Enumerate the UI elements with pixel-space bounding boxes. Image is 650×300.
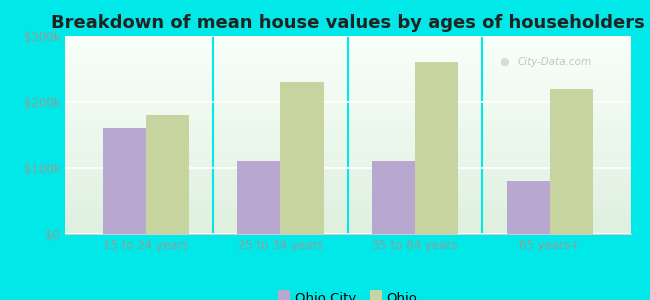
Bar [146,115,189,234]
Bar [415,62,458,234]
Bar [550,89,593,234]
Bar [237,161,280,234]
Bar [372,161,415,234]
Text: ●: ● [499,57,509,67]
Bar [280,82,324,234]
Bar [506,181,550,234]
Text: City-Data.com: City-Data.com [517,57,592,67]
Bar [103,128,146,234]
Legend: Ohio City, Ohio: Ohio City, Ohio [272,287,423,300]
Title: Breakdown of mean house values by ages of householders: Breakdown of mean house values by ages o… [51,14,645,32]
